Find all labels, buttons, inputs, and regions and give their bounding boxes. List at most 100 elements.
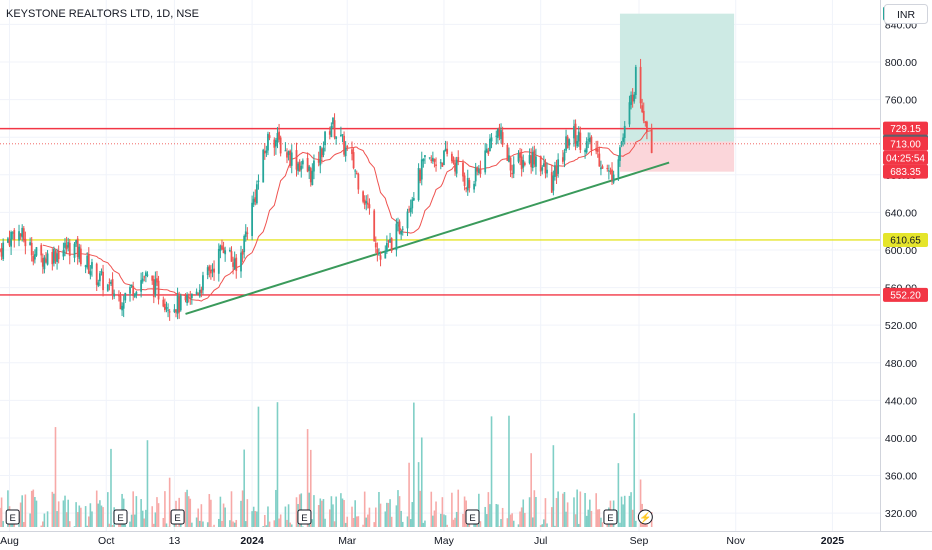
volume-bar bbox=[589, 499, 591, 527]
currency-button[interactable]: INR bbox=[884, 4, 928, 24]
volume-bar bbox=[313, 495, 315, 527]
earnings-letter: E bbox=[301, 513, 307, 524]
earnings-marker[interactable]: E bbox=[113, 509, 128, 525]
candle-body bbox=[622, 137, 625, 142]
candle-body bbox=[276, 132, 279, 143]
candle-body bbox=[167, 309, 169, 311]
candle-body bbox=[596, 148, 599, 152]
candle-body bbox=[262, 149, 265, 183]
candle-body bbox=[376, 249, 379, 254]
candle-body bbox=[528, 154, 531, 164]
candle-body bbox=[565, 136, 567, 151]
candle-body bbox=[389, 238, 391, 243]
candle-body bbox=[357, 173, 360, 190]
candle-body bbox=[390, 238, 393, 252]
x-tick-label: 13 bbox=[169, 535, 181, 547]
dividend-marker[interactable]: ⚡ bbox=[637, 509, 653, 525]
volume-bar bbox=[541, 524, 544, 527]
candle-body bbox=[89, 271, 92, 276]
candle-body bbox=[295, 150, 298, 170]
volume-bar bbox=[344, 522, 347, 527]
volume-bar bbox=[522, 499, 525, 527]
earnings-marker[interactable]: E bbox=[603, 509, 618, 525]
volume-bar bbox=[489, 504, 491, 527]
candle-body bbox=[320, 148, 323, 158]
volume-bar bbox=[585, 515, 588, 527]
candle-body bbox=[298, 162, 301, 172]
candle-body bbox=[623, 125, 626, 139]
candle-body bbox=[566, 136, 569, 149]
symbol-title[interactable]: KEYSTONE REALTORS LTD, 1D, NSE bbox=[6, 8, 199, 20]
candle-body bbox=[531, 151, 534, 169]
price-axis[interactable]: 840.00800.00760.00720.00680.00640.00600.… bbox=[880, 0, 932, 531]
horizontal-levels[interactable] bbox=[0, 127, 880, 296]
volume-bar bbox=[362, 524, 364, 527]
volume-bar bbox=[153, 523, 155, 527]
earnings-marker[interactable]: E bbox=[465, 509, 480, 525]
volume-bar bbox=[243, 449, 245, 527]
volume-bar bbox=[544, 498, 547, 527]
candle-body bbox=[508, 155, 510, 162]
candle-body bbox=[18, 231, 20, 241]
candle-body bbox=[634, 66, 637, 96]
volume-bar bbox=[252, 506, 255, 527]
volume-bar bbox=[352, 517, 355, 527]
volume-bar bbox=[86, 525, 89, 527]
candle-body bbox=[463, 175, 466, 186]
stop-zone[interactable] bbox=[619, 141, 735, 172]
volume-bar bbox=[254, 511, 257, 527]
candle-body bbox=[428, 157, 431, 159]
volume-bar bbox=[35, 500, 38, 527]
volume-bar bbox=[141, 510, 144, 527]
earnings-marker[interactable]: E bbox=[170, 509, 185, 525]
candle-body bbox=[76, 238, 79, 258]
candle-body bbox=[530, 155, 533, 168]
volume-bar bbox=[154, 512, 157, 527]
candle-body bbox=[379, 255, 382, 260]
candle-body bbox=[21, 227, 24, 238]
volume-bar bbox=[53, 493, 55, 527]
time-axis[interactable]: Aug Oct 13 2024 Mar May Jul Sep Nov 2025 bbox=[0, 531, 932, 548]
volume-bar bbox=[495, 504, 498, 527]
volume-bar bbox=[579, 491, 582, 527]
volume-bar bbox=[233, 522, 236, 527]
candle-body bbox=[324, 131, 326, 146]
volume-bar bbox=[287, 504, 290, 527]
trendline-layer[interactable] bbox=[185, 161, 670, 315]
event-markers[interactable]: E E E E E E ⚡ bbox=[5, 509, 653, 525]
candlesticks bbox=[0, 58, 653, 321]
volume-bar bbox=[157, 503, 160, 527]
volume-bar bbox=[251, 511, 253, 527]
candle-body bbox=[254, 197, 257, 202]
position-tool[interactable] bbox=[619, 13, 735, 172]
target-zone[interactable] bbox=[619, 13, 735, 142]
candle-body bbox=[221, 245, 223, 250]
volume-bar bbox=[596, 509, 599, 527]
dividend-icon: ⚡ bbox=[639, 511, 651, 524]
candle-body bbox=[539, 155, 542, 172]
candle-body bbox=[263, 151, 266, 154]
candle-body bbox=[278, 131, 280, 140]
candle-body bbox=[187, 296, 190, 298]
earnings-marker[interactable]: E bbox=[5, 509, 20, 525]
candle-body bbox=[78, 246, 81, 259]
volume-bar bbox=[146, 440, 149, 527]
candle-body bbox=[485, 148, 488, 153]
candle-body bbox=[642, 110, 645, 121]
candle-body bbox=[211, 269, 214, 272]
candle-body bbox=[607, 170, 610, 172]
candle-body bbox=[308, 166, 311, 171]
candle-body bbox=[54, 251, 57, 262]
volume-bar bbox=[118, 523, 120, 527]
candle-body bbox=[568, 139, 571, 146]
volume-bar bbox=[67, 499, 69, 527]
price-badge-text: 04:25:54 bbox=[886, 153, 925, 164]
volume-bar bbox=[229, 520, 231, 527]
volume-bar bbox=[512, 520, 515, 527]
earnings-marker[interactable]: E bbox=[297, 509, 312, 525]
trendline[interactable] bbox=[185, 161, 670, 315]
candle-body bbox=[387, 240, 390, 242]
volume-bar bbox=[386, 502, 388, 527]
volume-bar bbox=[321, 500, 323, 527]
